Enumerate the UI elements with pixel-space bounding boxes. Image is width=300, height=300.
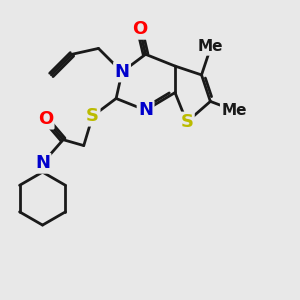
- Text: O: O: [132, 20, 147, 38]
- Text: N: N: [35, 154, 50, 172]
- Text: S: S: [180, 113, 193, 131]
- Text: S: S: [86, 107, 99, 125]
- Text: N: N: [115, 63, 130, 81]
- Text: O: O: [38, 110, 53, 128]
- Text: Me: Me: [221, 103, 247, 118]
- Text: Me: Me: [198, 39, 223, 54]
- Text: N: N: [138, 101, 153, 119]
